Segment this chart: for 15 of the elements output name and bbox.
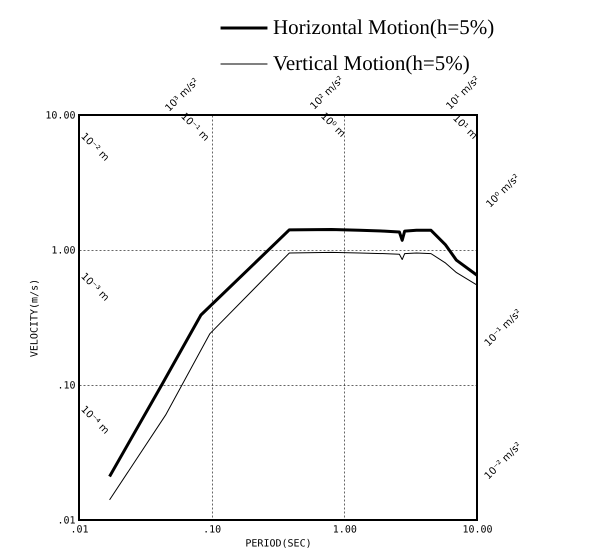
x-tick-label: .01 [70,524,89,536]
annotation: 10⁻⁴ m [78,404,111,437]
x-axis-title: PERIOD(SEC) [245,538,312,550]
x-tick-label: 1.00 [332,524,357,536]
legend-label: Horizontal Motion(h=5%) [273,15,494,39]
x-tick-label: 10.00 [462,524,493,536]
y-tick-label: 10.00 [45,110,76,122]
annotation: 10⁻² m [78,131,111,164]
x-tick-label: .10 [203,524,222,536]
y-tick-label: 1.00 [51,246,76,256]
y-tick-label: .10 [57,380,76,392]
annotation: 10⁻³ m [78,271,111,304]
y-axis-title: VELOCITY(m/s) [29,278,40,358]
legend-label: Vertical Motion(h=5%) [273,51,470,75]
y-tick-label: .01 [57,516,76,526]
